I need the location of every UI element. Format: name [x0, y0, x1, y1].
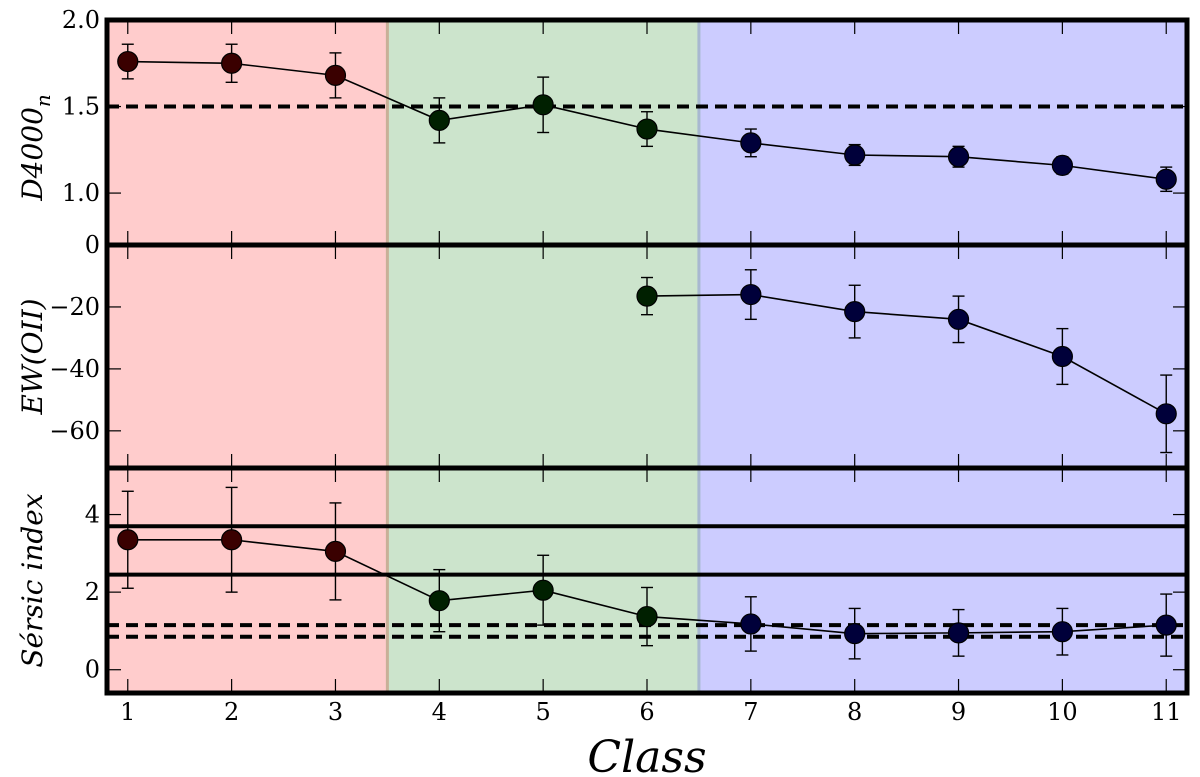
data-point	[636, 118, 658, 140]
x-tick-label: 7	[743, 698, 758, 726]
y-axis-label-main: D4000	[16, 107, 49, 202]
axis-labels: Class 1 2 3 4 5 6 7 8 9 10 11 1.0 1.5 2.0 0 −20 −40 −60 0 2…	[16, 6, 1182, 777]
x-tick-label: 11	[1151, 698, 1182, 726]
panel-frame	[104, 465, 1190, 696]
data-point	[1051, 345, 1073, 368]
y-axis-label-d4000: D4000n	[16, 94, 55, 202]
series-line	[646, 293, 1167, 415]
data-point	[1155, 614, 1177, 636]
x-tick-label: 5	[536, 698, 551, 726]
x-axis-label: Class	[587, 732, 706, 777]
region-1	[107, 20, 388, 693]
y-tick-label: 2	[85, 578, 100, 606]
reference-lines	[107, 104, 1187, 639]
x-tick-label: 10	[1047, 698, 1078, 726]
data-point	[740, 283, 762, 306]
data-point	[947, 146, 970, 168]
data-point	[324, 540, 347, 563]
y-axis-label: EW(OII)	[16, 298, 49, 415]
y-tick-label: −40	[49, 355, 100, 383]
data-point	[947, 308, 970, 330]
x-tick-label: 9	[951, 698, 966, 726]
data-point	[324, 64, 347, 86]
data-point	[636, 605, 658, 628]
y-tick-label: 0	[85, 656, 100, 684]
data-point	[947, 622, 970, 644]
data-point	[221, 52, 243, 74]
data-point	[636, 285, 658, 307]
data-point	[844, 623, 866, 645]
data-point	[740, 132, 762, 154]
region-3	[698, 20, 1187, 693]
y-tick-label: 2.0	[62, 6, 100, 34]
x-tick-label: 8	[847, 698, 862, 726]
y-tick-label: −20	[49, 293, 100, 321]
x-tick-label: 6	[639, 698, 654, 726]
data-point	[1051, 621, 1073, 643]
data-point	[221, 529, 243, 551]
data-series	[117, 43, 1177, 660]
x-tick-label: 4	[432, 698, 447, 726]
data-point	[117, 529, 139, 551]
data-point	[532, 579, 554, 601]
x-tick-label: 3	[328, 698, 343, 726]
data-point	[1155, 403, 1177, 425]
y-axis-label: Sérsic index	[16, 493, 49, 668]
data-point	[1051, 154, 1073, 176]
data-point	[532, 94, 554, 116]
panel-frames	[104, 17, 1190, 696]
y-tick-label: 1.0	[62, 179, 100, 207]
data-point	[1155, 168, 1177, 190]
y-axis-label-subscript: n	[31, 94, 55, 107]
data-point	[844, 144, 866, 166]
data-point	[428, 109, 450, 131]
data-point	[428, 590, 450, 612]
y-tick-label: 0	[85, 231, 100, 259]
data-point	[117, 50, 139, 73]
data-point	[740, 613, 762, 635]
y-tick-label: 4	[85, 501, 100, 529]
y-tick-label: −60	[49, 417, 100, 445]
x-tick-label: 2	[224, 698, 239, 726]
y-tick-label: 1.5	[62, 93, 100, 121]
x-tick-label: 1	[120, 698, 135, 726]
data-point	[844, 300, 866, 323]
